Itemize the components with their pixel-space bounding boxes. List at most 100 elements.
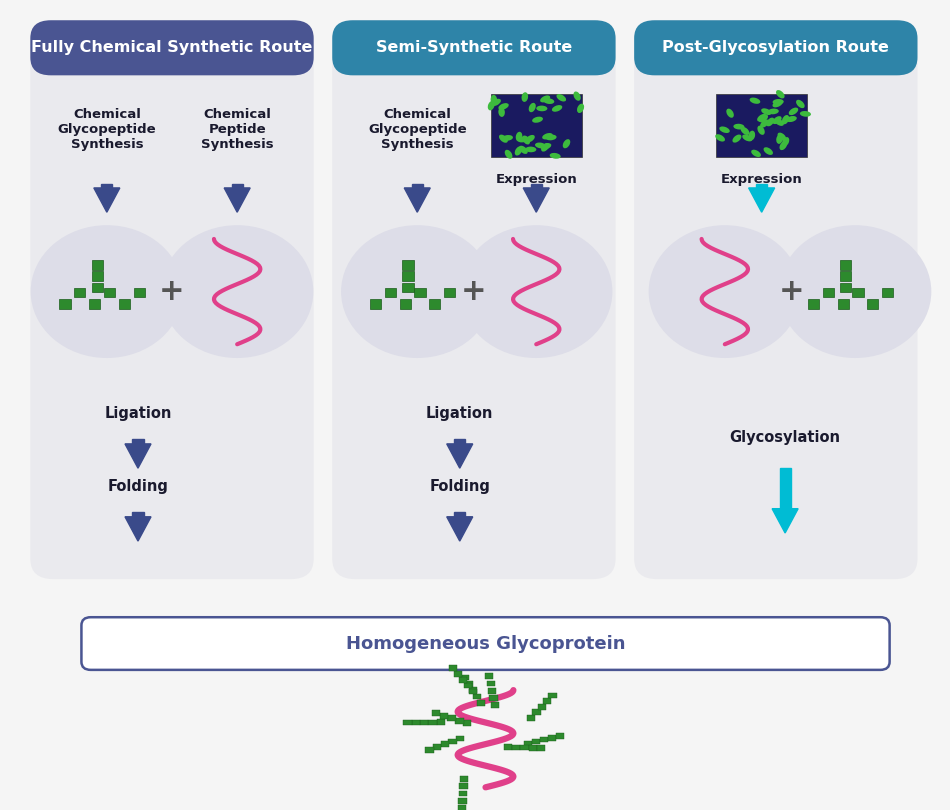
Ellipse shape — [788, 108, 798, 115]
Bar — [477, 700, 485, 706]
Polygon shape — [224, 188, 250, 212]
Polygon shape — [411, 184, 423, 188]
Ellipse shape — [777, 133, 787, 141]
Ellipse shape — [515, 147, 523, 156]
Bar — [464, 683, 472, 688]
Ellipse shape — [780, 141, 788, 150]
Bar — [463, 720, 471, 726]
Ellipse shape — [504, 150, 512, 159]
Bar — [104, 288, 115, 297]
Text: Homogeneous Glycoprotein: Homogeneous Glycoprotein — [346, 634, 625, 653]
Ellipse shape — [757, 126, 765, 134]
Ellipse shape — [518, 136, 528, 143]
Bar — [459, 783, 467, 789]
Ellipse shape — [519, 146, 528, 154]
Bar — [411, 720, 420, 726]
Bar — [461, 675, 469, 680]
Text: Chemical
Glycopeptide
Synthesis: Chemical Glycopeptide Synthesis — [58, 108, 156, 151]
Ellipse shape — [490, 95, 497, 104]
Polygon shape — [531, 184, 542, 188]
Ellipse shape — [502, 135, 513, 141]
Bar — [400, 299, 410, 309]
Bar — [460, 776, 468, 782]
Text: +: + — [461, 277, 486, 306]
Ellipse shape — [541, 143, 551, 150]
Bar — [445, 288, 455, 297]
Bar — [92, 260, 104, 270]
Ellipse shape — [499, 103, 509, 110]
Bar — [468, 688, 477, 694]
Bar — [459, 791, 467, 796]
Ellipse shape — [774, 118, 784, 126]
Bar — [841, 271, 851, 281]
Bar — [548, 693, 557, 698]
Bar — [74, 288, 85, 297]
Ellipse shape — [796, 100, 805, 109]
Ellipse shape — [542, 143, 549, 151]
Bar — [458, 805, 466, 810]
Ellipse shape — [751, 150, 761, 157]
Polygon shape — [132, 512, 143, 517]
Bar — [867, 299, 879, 309]
Text: Chemical
Peptide
Synthesis: Chemical Peptide Synthesis — [200, 108, 274, 151]
Ellipse shape — [574, 92, 580, 100]
Ellipse shape — [732, 134, 741, 143]
Ellipse shape — [772, 99, 784, 104]
Bar — [523, 740, 532, 746]
FancyBboxPatch shape — [635, 20, 918, 75]
Circle shape — [30, 225, 183, 358]
Ellipse shape — [776, 134, 783, 144]
Bar — [448, 665, 457, 671]
Ellipse shape — [525, 135, 535, 143]
Bar — [465, 681, 473, 687]
Polygon shape — [405, 188, 430, 212]
Text: Ligation: Ligation — [104, 406, 172, 420]
Text: Glycosylation: Glycosylation — [730, 430, 841, 445]
Polygon shape — [446, 517, 473, 541]
Ellipse shape — [532, 117, 543, 123]
Ellipse shape — [562, 139, 570, 148]
Bar — [504, 744, 512, 750]
Ellipse shape — [772, 100, 783, 108]
Ellipse shape — [782, 137, 789, 147]
Ellipse shape — [557, 94, 566, 101]
Circle shape — [779, 225, 931, 358]
Ellipse shape — [782, 115, 789, 124]
Polygon shape — [491, 94, 581, 157]
Bar — [414, 288, 426, 297]
Ellipse shape — [749, 130, 755, 140]
Bar — [485, 673, 493, 679]
FancyBboxPatch shape — [332, 20, 616, 579]
Ellipse shape — [768, 109, 779, 114]
Ellipse shape — [522, 92, 528, 102]
Text: Expression: Expression — [721, 173, 803, 186]
Ellipse shape — [543, 98, 554, 104]
Ellipse shape — [516, 132, 522, 142]
Ellipse shape — [733, 124, 745, 130]
Circle shape — [460, 225, 613, 358]
Polygon shape — [446, 444, 473, 468]
Circle shape — [161, 225, 314, 358]
Bar — [455, 718, 464, 723]
Bar — [529, 745, 537, 751]
Ellipse shape — [772, 116, 782, 124]
Ellipse shape — [550, 153, 560, 159]
Ellipse shape — [750, 97, 760, 104]
Text: Ligation: Ligation — [426, 406, 493, 420]
Bar — [841, 283, 851, 292]
Polygon shape — [94, 188, 120, 212]
Ellipse shape — [757, 114, 767, 122]
Bar — [403, 260, 413, 270]
Bar — [429, 299, 441, 309]
Ellipse shape — [542, 133, 553, 139]
Polygon shape — [716, 94, 807, 157]
Bar — [548, 735, 557, 740]
Ellipse shape — [577, 104, 584, 113]
Bar — [448, 739, 457, 744]
Ellipse shape — [552, 105, 562, 112]
Ellipse shape — [715, 134, 725, 142]
Bar — [428, 719, 437, 725]
Polygon shape — [523, 188, 549, 212]
Polygon shape — [125, 517, 151, 541]
Text: Chemical
Glycopeptide
Synthesis: Chemical Glycopeptide Synthesis — [368, 108, 466, 151]
